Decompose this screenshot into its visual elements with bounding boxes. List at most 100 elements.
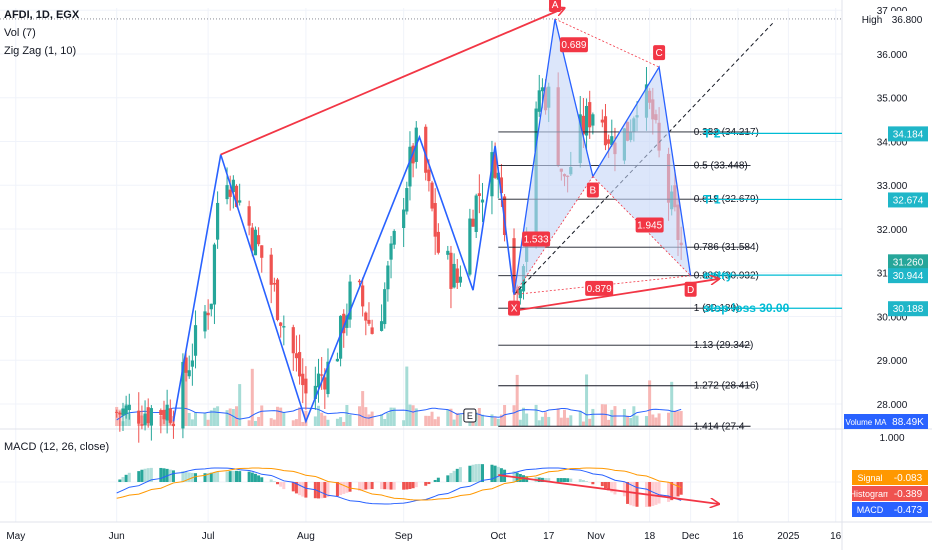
macd-bar: [260, 477, 264, 482]
macd-bar: [414, 482, 418, 488]
volume-bar: [414, 408, 418, 426]
macd-value: -0.389: [894, 489, 923, 500]
candle-body: [477, 193, 481, 196]
volume-bar: [345, 404, 349, 426]
price-tick: 33.000: [877, 181, 908, 192]
macd-bar: [342, 482, 346, 494]
volume-bar: [402, 420, 406, 426]
volume-bar: [544, 412, 548, 426]
volume-bar: [610, 409, 614, 426]
pattern-ratio-line: [554, 18, 660, 68]
volume-bar: [648, 380, 652, 426]
macd-bar: [247, 471, 251, 482]
candle-body: [480, 199, 485, 203]
candle-body: [127, 404, 131, 411]
macd-line: [116, 467, 682, 505]
macd-bar: [657, 482, 661, 504]
volume-bar: [562, 409, 566, 426]
macd-bar: [389, 482, 393, 490]
macd-bar: [626, 482, 630, 504]
candle-body: [212, 244, 217, 305]
candle-body: [253, 229, 258, 256]
macd-bar: [282, 482, 286, 490]
macd-bar: [622, 482, 626, 497]
macd-value: -0.083: [894, 473, 923, 484]
macd-value-badge: [888, 486, 928, 501]
price-badge: [888, 192, 928, 208]
volume-bar: [250, 368, 254, 426]
macd-bar: [566, 478, 570, 482]
macd-value-badge: [888, 502, 928, 517]
pattern-point-badge: [549, 0, 562, 12]
macd-bar: [127, 472, 131, 482]
pattern-point-label: X: [511, 304, 518, 315]
macd-bar: [562, 478, 566, 482]
macd-bar: [171, 470, 175, 482]
candle-body: [209, 303, 213, 310]
candle-body: [430, 182, 434, 209]
pattern-point-badge: [508, 300, 521, 316]
macd-bar: [591, 482, 595, 485]
candle-body: [490, 152, 494, 197]
volume-bar: [436, 416, 440, 426]
macd-bar: [676, 482, 680, 497]
candle-body: [313, 385, 317, 399]
macd-bar: [402, 482, 406, 490]
time-tick: 16: [732, 531, 744, 542]
candle-body: [600, 119, 604, 123]
candle-body: [540, 87, 545, 92]
candle-body: [162, 410, 166, 420]
candle-body: [225, 185, 229, 200]
pattern-point-badge: [653, 45, 666, 61]
macd-bar: [228, 471, 232, 482]
candle-body: [238, 200, 242, 203]
volume-bar: [260, 405, 264, 426]
volume-bar: [515, 374, 519, 426]
volume-bar: [269, 418, 273, 426]
candle-body: [187, 370, 191, 377]
volume-bar: [231, 409, 235, 426]
candle-body: [348, 281, 352, 320]
candle-body: [342, 313, 346, 334]
macd-bar: [446, 475, 450, 482]
time-tick: 17: [543, 531, 555, 542]
time-tick: Oct: [490, 531, 506, 542]
macd-bar: [149, 467, 153, 482]
candle-body: [275, 279, 280, 320]
volume-bar: [626, 415, 630, 426]
volume-bar: [534, 404, 538, 426]
macd-bar: [250, 472, 254, 482]
volume-bar: [206, 419, 210, 426]
macd-bar: [629, 482, 633, 506]
macd-bar: [474, 464, 478, 482]
grid: [0, 8, 842, 522]
candle-body: [357, 280, 362, 283]
macd-bar: [613, 482, 617, 495]
pattern-point-label: D: [687, 285, 694, 296]
volume-bar: [629, 417, 633, 426]
volume-bar: [591, 408, 595, 426]
macd-bar: [424, 482, 428, 486]
macd-bar: [301, 482, 305, 497]
macd-bar: [269, 479, 273, 482]
price-badge: [888, 126, 928, 142]
macd-bar: [544, 478, 548, 482]
macd-bar: [449, 473, 453, 482]
volume-bar: [367, 414, 371, 426]
volume-bar: [235, 406, 239, 426]
volume-bar: [212, 407, 216, 426]
macd-bar: [651, 482, 655, 506]
candle-body: [455, 268, 459, 283]
candle-body: [291, 327, 295, 354]
macd-name-badge: [852, 486, 888, 501]
macd-bar: [559, 478, 563, 482]
candle-body: [452, 263, 456, 288]
volume-bar: [194, 412, 198, 426]
macd-bar: [632, 482, 636, 507]
volume-bar: [644, 416, 648, 426]
macd-bar: [257, 475, 261, 482]
volume-bar: [578, 410, 582, 426]
macd-bar: [578, 479, 582, 482]
